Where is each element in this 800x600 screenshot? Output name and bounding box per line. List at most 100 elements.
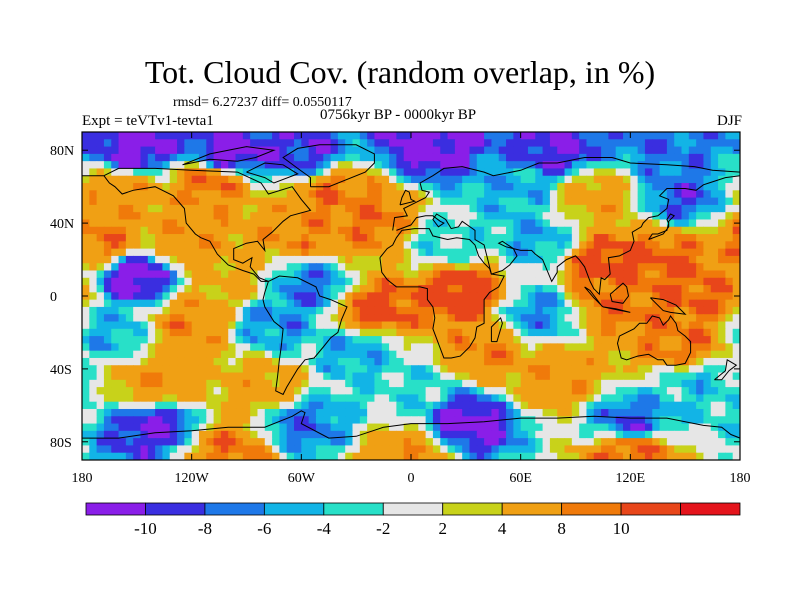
field-cell — [630, 190, 639, 199]
field-cell — [96, 452, 105, 460]
field-cell — [506, 146, 514, 155]
field-cell — [184, 277, 193, 286]
field-cell — [601, 394, 609, 403]
field-cell — [96, 328, 105, 337]
field-cell — [96, 438, 105, 447]
field-cell — [630, 387, 639, 395]
field-cell — [301, 445, 310, 454]
field-cell — [206, 285, 215, 293]
field-cell — [89, 183, 98, 191]
field-cell — [315, 263, 324, 272]
field-cell — [447, 263, 456, 272]
field-cell — [403, 263, 412, 272]
field-cell — [206, 306, 215, 315]
field-cell — [696, 445, 705, 454]
field-cell — [623, 365, 631, 374]
field-cell — [696, 306, 705, 315]
field-cell — [235, 234, 244, 242]
field-cell — [462, 197, 471, 206]
field-cell — [696, 292, 705, 301]
field-cell — [696, 241, 705, 250]
field-cell — [564, 343, 573, 352]
field-cell — [608, 328, 617, 337]
field-cell — [454, 314, 463, 323]
field-cell — [447, 132, 456, 140]
field-cell — [301, 219, 310, 228]
field-cell — [506, 263, 514, 272]
field-cell — [111, 226, 120, 235]
field-cell — [206, 328, 215, 337]
field-cell — [213, 175, 222, 184]
field-cell — [476, 343, 485, 352]
field-cell — [96, 248, 105, 257]
field-cell — [425, 175, 434, 184]
field-cell — [703, 408, 712, 417]
field-cell — [454, 328, 463, 337]
field-cell — [206, 336, 215, 344]
field-cell — [140, 336, 149, 344]
field-cell — [191, 132, 200, 140]
field-cell — [147, 372, 156, 381]
field-cell — [301, 285, 310, 293]
field-cell — [542, 146, 551, 155]
field-cell — [352, 168, 361, 177]
field-cell — [454, 139, 463, 148]
field-cell — [89, 219, 98, 228]
field-cell — [162, 379, 171, 388]
field-cell — [250, 183, 259, 191]
field-cell — [710, 226, 719, 235]
field-cell — [703, 328, 712, 337]
field-cell — [403, 438, 412, 447]
field-cell — [666, 197, 675, 206]
field-cell — [506, 175, 514, 184]
field-cell — [623, 139, 631, 148]
field-cell — [133, 234, 142, 242]
field-cell — [125, 365, 134, 374]
field-cell — [484, 306, 493, 315]
field-cell — [418, 299, 427, 308]
colorbar-swatch — [263, 502, 325, 516]
field-cell — [220, 153, 229, 162]
field-cell — [623, 372, 631, 381]
field-cell — [549, 255, 558, 264]
field-cell — [177, 270, 185, 279]
field-cell — [323, 241, 332, 250]
field-cell — [155, 175, 164, 184]
field-cell — [111, 161, 120, 170]
field-cell — [206, 379, 215, 388]
field-cell — [674, 263, 683, 272]
field-cell — [140, 248, 149, 257]
field-cell — [652, 153, 661, 162]
field-cell — [140, 350, 149, 359]
field-cell — [564, 387, 573, 395]
field-cell — [235, 452, 244, 460]
field-cell — [513, 408, 522, 417]
field-cell — [608, 365, 617, 374]
field-cell — [337, 212, 346, 221]
field-cell — [527, 226, 536, 235]
field-cell — [593, 452, 602, 460]
field-cell — [513, 212, 522, 221]
field-cell — [367, 306, 376, 315]
field-cell — [520, 379, 529, 388]
field-cell — [579, 372, 588, 381]
field-cell — [345, 379, 354, 388]
field-cell — [535, 372, 544, 381]
field-cell — [279, 365, 288, 374]
field-cell — [301, 132, 310, 140]
field-cell — [447, 241, 456, 250]
field-cell — [294, 452, 302, 460]
field-cell — [330, 350, 339, 359]
field-cell — [198, 357, 207, 366]
field-cell — [133, 255, 142, 264]
field-cell — [337, 306, 346, 315]
field-cell — [272, 416, 280, 425]
field-cell — [359, 336, 368, 344]
field-cell — [462, 226, 471, 235]
field-cell — [279, 248, 288, 257]
field-cell — [330, 306, 339, 315]
field-cell — [710, 132, 719, 140]
field-cell — [235, 314, 244, 323]
field-cell — [718, 139, 726, 148]
